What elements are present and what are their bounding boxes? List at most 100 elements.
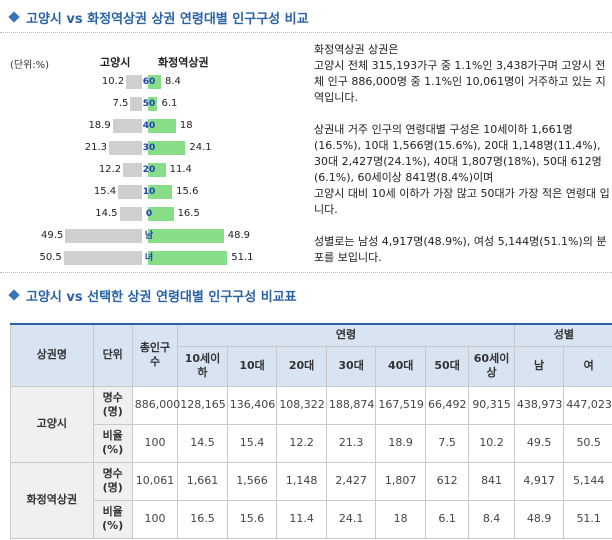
header-column: 20대 (276, 345, 327, 387)
desc-gender: 성별로는 남성 4,917명(48.9%), 여성 5,144명(51.1%)의… (314, 235, 607, 264)
right-bar (148, 97, 158, 111)
right-value-label: 18 (179, 120, 193, 131)
header-unit: 단위 (92, 323, 133, 387)
right-series-label: 화정역상권 (158, 56, 209, 69)
right-value-label: 16.5 (177, 208, 200, 219)
left-value-label: 15.4 (93, 186, 117, 197)
left-bar (118, 185, 142, 199)
section-title-table: 고양시 vs 선택한 상권 연령대별 인구구성 비교표 (6, 284, 297, 306)
right-bar (148, 185, 173, 199)
pyramid-row: 10 15.4 15.6 (0, 184, 300, 200)
desc-intro: 화정역상권 상권은 (314, 43, 399, 56)
ratio-cell: 10.2 (468, 423, 515, 463)
ratio-cell: 15.4 (226, 423, 278, 463)
pyramid-row: 0 14.5 16.5 (0, 206, 300, 222)
right-value-label: 8.4 (165, 76, 181, 87)
count-cell: 108,322 (276, 385, 327, 425)
right-bar (148, 251, 228, 265)
left-bar (112, 119, 142, 133)
count-cell: 1,661 (177, 461, 228, 501)
left-bar (65, 229, 142, 243)
unit-cell: 명수(명) (92, 385, 133, 425)
header-region: 상권명 (10, 323, 94, 387)
region-cell: 고양시 (10, 385, 94, 463)
ratio-cell: 18 (375, 499, 426, 539)
header-column: 60세이상 (468, 345, 515, 387)
ratio-cell: 100 (131, 423, 179, 463)
ratio-cell: 8.4 (468, 499, 515, 539)
right-bar (148, 119, 176, 133)
header-column: 40대 (375, 345, 426, 387)
age-label: 20 (142, 165, 156, 175)
age-label: 0 (145, 209, 153, 219)
bullet-diamond-icon (8, 11, 20, 23)
section-title-comparison: 고양시 vs 화정역상권 상권 연령대별 인구구성 비교 (6, 6, 309, 28)
count-cell: 5,144 (563, 461, 612, 501)
desc-households: 고양시 전체 315,193가구 중 1.1%인 3,438가구며 고양시 전체… (314, 59, 606, 104)
table-row: 비율(%) 100 16.5 15.6 11.4 24.1 18 6.1 8.4 48.9 51.1 (11, 499, 612, 539)
left-value-label: 10.2 (101, 76, 125, 87)
pyramid-row: 남 49.5 48.9 (0, 228, 300, 244)
count-cell: 841 (468, 461, 515, 501)
region-cell: 화정역상권 (10, 461, 94, 539)
header-column: 30대 (325, 345, 377, 387)
count-cell: 886,000 (131, 385, 180, 425)
count-cell: 438,973 (513, 385, 565, 425)
divider (0, 32, 612, 33)
ratio-cell: 18.9 (375, 423, 426, 463)
right-value-label: 51.1 (231, 252, 254, 263)
right-bar (148, 207, 174, 221)
right-value-label: 48.9 (227, 230, 251, 241)
left-bar (119, 207, 142, 221)
right-value-label: 24.1 (189, 142, 212, 153)
header-gender: 성별 (513, 323, 612, 347)
pyramid-row: 50 7.5 6.1 (0, 96, 300, 112)
ratio-cell: 11.4 (276, 499, 327, 539)
ratio-cell: 12.2 (276, 423, 327, 463)
table-row: 비율(%) 100 14.5 15.4 12.2 21.3 18.9 7.5 10.2 49.5 5… (11, 423, 612, 463)
age-label: 30 (142, 143, 156, 153)
pyramid-row: 30 21.3 24.1 (0, 140, 300, 156)
count-cell: 1,148 (276, 461, 327, 501)
pyramid-row: 20 12.2 11.4 (0, 162, 300, 178)
left-value-label: 18.9 (88, 120, 111, 131)
age-label: 남 (144, 231, 154, 241)
left-value-label: 12.2 (98, 164, 122, 175)
age-label: 10 (142, 187, 156, 197)
left-bar (126, 75, 142, 89)
ratio-cell: 16.5 (177, 499, 228, 539)
count-cell: 612 (424, 461, 470, 501)
table-row: 고양시 명수(명) 886,000 128,165 136,406 108,322 188,… (10, 385, 612, 463)
ratio-cell: 6.1 (424, 499, 470, 539)
ratio-cell: 15.6 (226, 499, 278, 539)
pyramid-row: 녀 50.5 51.1 (0, 250, 300, 266)
header-column: 10대 (226, 345, 278, 387)
left-value-label: 14.5 (95, 208, 118, 219)
ratio-cell: 21.3 (325, 423, 377, 463)
pyramid-row: 40 18.9 18 (0, 118, 300, 134)
unit-cell: 비율(%) (92, 499, 133, 539)
population-pyramid: (단위:%) 고양시 화정역상권 60 10.2 8.4 50 7.5 6.1 40 18.9… (0, 44, 300, 265)
desc-age-summary: 고양시 대비 10세 이하가 가장 많고 50대가 가장 적은 연령대 입니다. (314, 187, 610, 216)
age-label: 40 (142, 121, 156, 131)
left-bar (130, 97, 142, 111)
section-title-text: 고양시 vs 선택한 상권 연령대별 인구구성 비교표 (26, 289, 297, 305)
header-age: 연령 (177, 323, 515, 347)
left-series-label: 고양시 (100, 56, 131, 69)
ratio-cell: 100 (131, 499, 179, 539)
age-label: 50 (142, 99, 156, 109)
right-value-label: 11.4 (169, 164, 192, 175)
header-total: 총인구수 (131, 323, 179, 387)
header-column: 50대 (424, 345, 470, 387)
ratio-cell: 48.9 (513, 499, 565, 539)
header-column: 여 (563, 345, 612, 387)
count-cell: 128,165 (177, 385, 228, 425)
left-value-label: 21.3 (84, 142, 107, 153)
count-cell: 1,807 (375, 461, 426, 501)
ratio-cell: 50.5 (563, 423, 612, 463)
right-bar (148, 75, 162, 89)
ratio-cell: 7.5 (424, 423, 470, 463)
comparison-table: 상권명 단위 총인구수 연령 성별 10세이하 10대 20대 30대 40대 50대 60… (10, 323, 612, 540)
right-bar (148, 229, 224, 243)
divider (0, 272, 612, 273)
